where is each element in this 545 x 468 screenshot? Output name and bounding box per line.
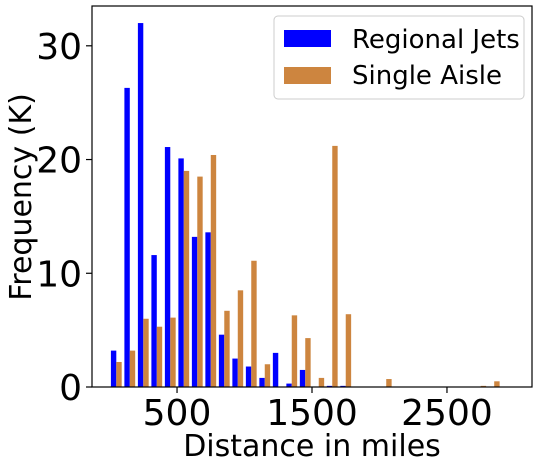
bars-group <box>110 23 500 388</box>
bar-regional-jets-1200 <box>272 352 279 387</box>
bar-single-aisle-900 <box>237 290 244 387</box>
bar-regional-jets-600 <box>191 236 198 387</box>
bar-regional-jets-900 <box>232 358 238 387</box>
bar-single-aisle-100 <box>129 350 136 387</box>
bar-single-aisle-300 <box>156 326 163 387</box>
legend-swatch-regional-jets <box>284 30 331 47</box>
bar-regional-jets-1400 <box>299 369 306 387</box>
bar-single-aisle-1400 <box>305 338 311 387</box>
bar-single-aisle-1000 <box>251 260 257 387</box>
bar-regional-jets-100 <box>124 87 130 387</box>
bar-regional-jets-1300 <box>286 383 292 387</box>
bar-single-aisle-1600 <box>332 145 338 387</box>
legend-label-single-aisle: Single Aisle <box>352 61 502 91</box>
x-tick-label: 1500 <box>266 393 358 434</box>
bar-single-aisle-400 <box>170 317 176 387</box>
bar-single-aisle-2000 <box>386 379 392 387</box>
y-tick-label: 0 <box>59 368 82 409</box>
bar-regional-jets-400 <box>164 147 171 387</box>
bar-single-aisle-600 <box>197 176 203 387</box>
bar-regional-jets-700 <box>205 232 211 387</box>
y-tick-label: 10 <box>36 254 82 295</box>
x-axis-ticks: 500 1500 2500 <box>143 387 493 434</box>
legend: Regional Jets Single Aisle <box>273 15 525 100</box>
bar-single-aisle-200 <box>143 318 149 387</box>
x-tick-label: 2500 <box>401 393 493 434</box>
bar-single-aisle-1500 <box>318 377 325 387</box>
bar-single-aisle-500 <box>183 170 190 387</box>
bar-single-aisle-1700 <box>345 314 352 387</box>
x-axis-label: Distance in miles <box>183 429 441 464</box>
legend-box <box>273 15 525 100</box>
bar-regional-jets-1100 <box>259 377 265 387</box>
x-tick-label: 500 <box>143 393 212 434</box>
y-axis-label: Frequency (K) <box>4 93 39 301</box>
bar-single-aisle-800 <box>224 310 230 387</box>
bar-regional-jets-0 <box>110 350 117 387</box>
legend-swatch-single-aisle <box>284 67 331 84</box>
bar-single-aisle-2800 <box>494 381 500 387</box>
bar-single-aisle-1100 <box>264 364 271 387</box>
legend-label-regional-jets: Regional Jets <box>352 25 520 55</box>
y-axis-ticks: 0 10 20 30 <box>36 27 92 409</box>
bar-single-aisle-700 <box>210 154 217 387</box>
y-tick-label: 30 <box>36 27 82 68</box>
bar-regional-jets-500 <box>178 158 184 387</box>
bar-single-aisle-1300 <box>291 315 298 387</box>
bar-regional-jets-1000 <box>245 366 252 387</box>
bar-regional-jets-800 <box>218 334 225 387</box>
y-tick-label: 20 <box>36 141 82 182</box>
bar-regional-jets-300 <box>151 255 157 387</box>
bar-single-aisle-0 <box>116 361 122 387</box>
bar-regional-jets-200 <box>137 23 144 388</box>
